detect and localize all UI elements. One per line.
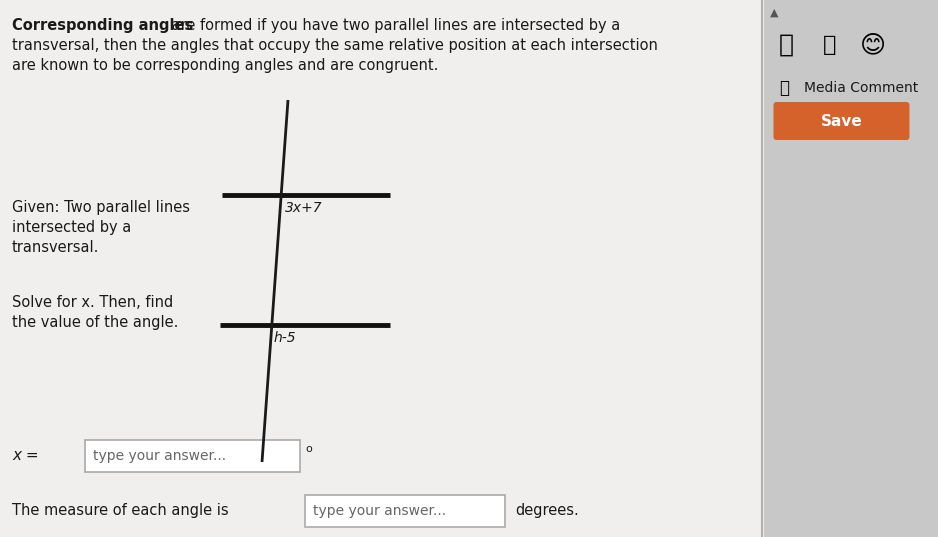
Text: Media Comment: Media Comment (805, 81, 918, 95)
Text: 🦆: 🦆 (823, 35, 836, 55)
Text: Corresponding angles: Corresponding angles (12, 18, 193, 33)
Text: o: o (305, 444, 311, 454)
FancyBboxPatch shape (774, 102, 910, 140)
Text: 👍: 👍 (779, 33, 794, 57)
FancyBboxPatch shape (764, 0, 938, 537)
Text: transversal.: transversal. (12, 240, 99, 255)
Text: ▲: ▲ (769, 8, 778, 18)
Text: type your answer...: type your answer... (93, 449, 226, 463)
Text: degrees.: degrees. (515, 504, 579, 519)
Text: 🔊: 🔊 (779, 79, 790, 97)
Text: are known to be corresponding angles and are congruent.: are known to be corresponding angles and… (12, 58, 438, 73)
Text: are formed if you have two parallel lines are intersected by a: are formed if you have two parallel line… (167, 18, 620, 33)
Text: Solve for x. Then, find: Solve for x. Then, find (12, 295, 174, 310)
Text: Save: Save (821, 113, 862, 128)
Text: type your answer...: type your answer... (313, 504, 446, 518)
Text: transversal, then the angles that occupy the same relative position at each inte: transversal, then the angles that occupy… (12, 38, 658, 53)
Text: h-5: h-5 (274, 331, 296, 345)
Text: Given: Two parallel lines: Given: Two parallel lines (12, 200, 190, 215)
Text: 😊: 😊 (859, 33, 885, 57)
Text: The measure of each angle is: The measure of each angle is (12, 504, 229, 519)
Text: x =: x = (12, 448, 38, 463)
FancyBboxPatch shape (85, 440, 300, 472)
Text: intersected by a: intersected by a (12, 220, 131, 235)
FancyBboxPatch shape (305, 495, 505, 527)
Text: the value of the angle.: the value of the angle. (12, 315, 178, 330)
Text: 3x+7: 3x+7 (285, 201, 323, 215)
